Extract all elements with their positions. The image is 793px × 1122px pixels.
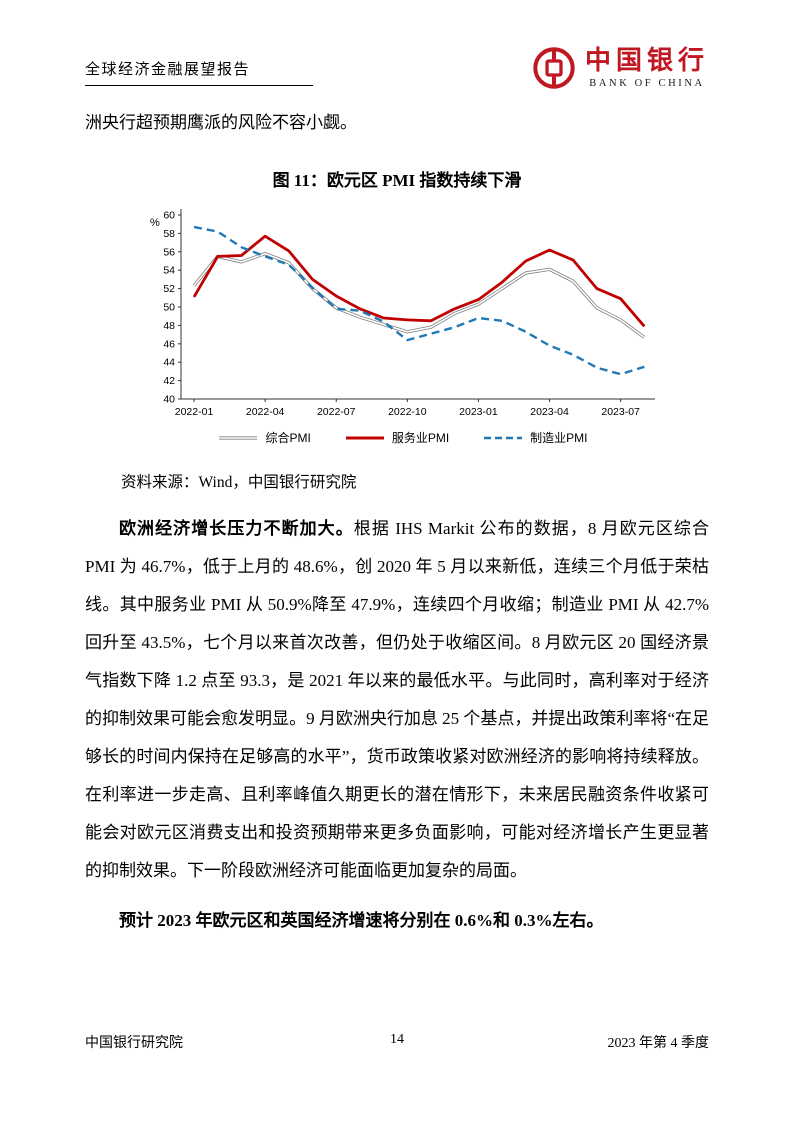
boc-logo-name-en: BANK OF CHINA bbox=[589, 77, 705, 89]
chart-legend: 综合PMI 服务业PMI 制造业PMI bbox=[143, 429, 663, 446]
svg-text:50: 50 bbox=[163, 302, 175, 314]
svg-text:2022-07: 2022-07 bbox=[317, 406, 356, 418]
svg-text:2023-01: 2023-01 bbox=[459, 406, 498, 418]
svg-text:48: 48 bbox=[163, 320, 175, 332]
footer-page-number: 14 bbox=[390, 1032, 404, 1047]
svg-text:%: % bbox=[150, 217, 160, 229]
report-title: 全球经济金融展望报告 bbox=[85, 42, 313, 86]
legend-line-sample-icon bbox=[484, 436, 523, 440]
pmi-line-chart: 40 42 44 46 48 50 52 54 56 58 60% 2022-01 2022-04 202… bbox=[143, 203, 663, 446]
svg-text:52: 52 bbox=[163, 283, 175, 295]
intro-paragraph: 洲央行超预期鹰派的风险不容小觑。 bbox=[85, 113, 357, 132]
svg-text:60: 60 bbox=[163, 210, 175, 222]
legend-label: 制造业PMI bbox=[530, 431, 588, 446]
legend-item: 服务业PMI bbox=[345, 429, 449, 446]
legend-item: 综合PMI bbox=[218, 429, 311, 446]
legend-label: 服务业PMI bbox=[391, 431, 450, 446]
footer-institute: 中国银行研究院 bbox=[85, 1036, 183, 1051]
legend-line-sample-icon bbox=[219, 436, 258, 440]
svg-text:56: 56 bbox=[163, 247, 175, 259]
doc-footer: 中国银行研究院 14 2023 年第 4 季度 bbox=[85, 1032, 709, 1052]
legend-line-sample-icon bbox=[345, 436, 384, 440]
body-paragraph-europe: 欧洲经济增长压力不断加大。根据 IHS Markit 公布的数据，8 月欧元区综… bbox=[85, 510, 709, 890]
boc-logo-name-cn: 中国银行 bbox=[584, 46, 709, 76]
svg-text:2022-01: 2022-01 bbox=[175, 406, 214, 418]
paragraph-text: 根据 IHS Markit 公布的数据，8 月欧元区综合 PMI 为 46.7%… bbox=[85, 519, 709, 881]
svg-text:58: 58 bbox=[163, 228, 175, 240]
svg-text:2023-07: 2023-07 bbox=[601, 406, 640, 418]
boc-logo: 中国银行 BANK OF CHINA bbox=[532, 46, 709, 90]
forecast-paragraph: 预计 2023 年欧元区和英国经济增速将分别在 0.6%和 0.3%左右。 bbox=[119, 911, 604, 931]
svg-text:2022-04: 2022-04 bbox=[246, 406, 285, 418]
legend-item: 制造业PMI bbox=[483, 429, 588, 446]
svg-text:54: 54 bbox=[163, 265, 175, 277]
boc-logo-text: 中国银行 BANK OF CHINA bbox=[584, 46, 709, 89]
paragraph-lead-bold: 欧洲经济增长压力不断加大。 bbox=[119, 519, 354, 539]
svg-text:42: 42 bbox=[163, 375, 175, 387]
footer-issue: 2023 年第 4 季度 bbox=[607, 1036, 710, 1051]
svg-text:40: 40 bbox=[163, 394, 175, 406]
doc-header: 全球经济金融展望报告 中国银行 BANK OF CHINA bbox=[85, 42, 709, 90]
svg-text:46: 46 bbox=[163, 339, 175, 351]
legend-label: 综合PMI bbox=[265, 431, 311, 446]
figure-title: 图 11：欧元区 PMI 指数持续下滑 bbox=[272, 171, 522, 191]
boc-emblem-icon bbox=[533, 47, 575, 89]
chart-plot-area: 40 42 44 46 48 50 52 54 56 58 60% 2022-01 2022-04 202… bbox=[150, 209, 655, 418]
svg-text:44: 44 bbox=[163, 357, 175, 369]
svg-text:2022-10: 2022-10 bbox=[388, 406, 427, 418]
svg-text:2023-04: 2023-04 bbox=[530, 406, 569, 418]
figure-source: 资料来源：Wind，中国银行研究院 bbox=[121, 474, 357, 492]
